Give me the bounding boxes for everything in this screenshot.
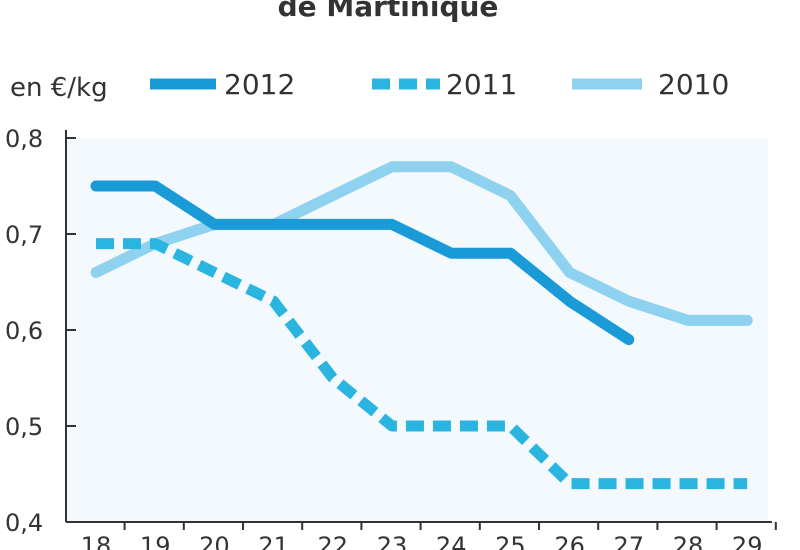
- series-line-2010: [90, 161, 753, 326]
- legend-label-2010: 2010: [658, 68, 729, 101]
- legend-label-2011: 2011: [446, 68, 517, 101]
- y-tick-label: 0,8: [5, 125, 43, 153]
- series-line-2012: [90, 180, 635, 346]
- x-tick-label: 23: [377, 532, 408, 550]
- x-axis: 18 19 20 21 22 23 24 25 26 27 28 29: [66, 521, 777, 550]
- y-tick-label: 0,7: [5, 221, 43, 249]
- y-tick-label: 0,6: [5, 317, 43, 345]
- unit-label: en €/kg: [10, 73, 108, 103]
- x-tick-label: 18: [81, 532, 112, 550]
- y-tick-label: 0,5: [5, 413, 43, 441]
- x-tick-label: 27: [614, 532, 645, 550]
- x-tick-label: 21: [258, 532, 289, 550]
- legend: 2012 2011 2010: [150, 68, 729, 101]
- series-line-2011: [96, 238, 748, 490]
- y-axis: 0,4 0,5 0,6 0,7 0,8: [5, 125, 76, 537]
- x-tick-label: 24: [436, 532, 467, 550]
- x-tick-label: 28: [673, 532, 704, 550]
- x-tick-label: 22: [318, 532, 349, 550]
- chart-title: de Martinique: [278, 0, 499, 23]
- series-layer: [90, 161, 753, 490]
- x-tick-label: 20: [199, 532, 230, 550]
- x-tick-label: 19: [140, 532, 171, 550]
- x-tick-label: 29: [732, 532, 763, 550]
- legend-label-2012: 2012: [224, 68, 295, 101]
- x-tick-label: 26: [554, 532, 585, 550]
- y-tick-label: 0,4: [5, 509, 43, 537]
- x-tick-label: 25: [495, 532, 526, 550]
